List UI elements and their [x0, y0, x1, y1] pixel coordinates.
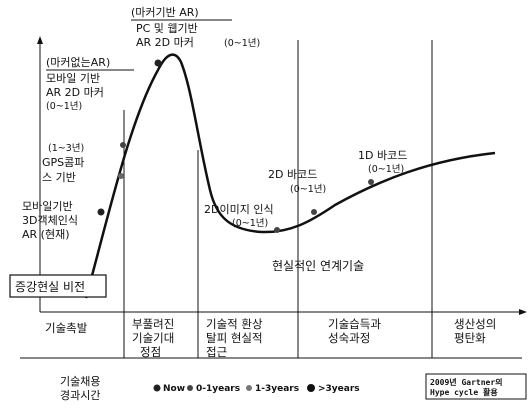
legend-0-1-icon: [187, 385, 193, 391]
barcode-2d-time: (0~1년): [290, 184, 326, 195]
ar-vision-box: [9, 274, 107, 298]
mobile-line2: 3D객체인식: [22, 214, 78, 227]
phase-1-line1: 기술촉발: [45, 321, 88, 335]
ar-vision-label: 증강현실 비전: [15, 280, 85, 294]
mobile-line3: AR (현재): [22, 228, 70, 241]
barcode-2d-label: 2D 바코드: [268, 168, 317, 181]
marker-ar-title: (마커기반 AR): [131, 6, 199, 19]
barcode-1d-point: [368, 179, 374, 185]
y-axis-arrow: [37, 36, 43, 44]
gps-line2: 스 기반: [42, 171, 76, 184]
image-recog-point: [274, 227, 280, 233]
image-recog-label: 2D이미지 인식: [204, 203, 274, 216]
phase-2-line3: 정점: [140, 345, 161, 359]
marker-ar-line1: PC 및 웹기반: [136, 22, 198, 35]
markerless-time: (0~1년): [46, 101, 82, 112]
phase-4-line2: 성숙과정: [328, 331, 370, 345]
source-line2: Hype cycle 활용: [430, 387, 498, 397]
phase-3-line1: 기술적 환상: [206, 317, 263, 331]
barcode-1d-label: 1D 바코드: [358, 149, 407, 162]
mobile-line1: 모바일기반: [22, 199, 73, 213]
mobile-3d-point: [97, 208, 105, 216]
phase-5-line1: 생산성의: [454, 317, 496, 331]
legend-3plus: >3years: [318, 384, 360, 394]
x-axis-arrow: [519, 309, 527, 315]
phase-3-line2: 탈피 현실적: [206, 331, 263, 345]
legend-0-1: 0-1years: [196, 384, 240, 394]
marker-ar-line2: AR 2D 마커: [136, 36, 194, 49]
markerless-title: (마커없는AR): [46, 56, 110, 69]
gps-time: (1~3년): [48, 143, 84, 154]
legend-1-3-icon: [246, 385, 252, 391]
phase-4-line1: 기술습득과: [328, 317, 381, 331]
realistic-tech-label: 현실적인 연계기술: [272, 259, 364, 273]
markerless-line1: 모바일 기반: [46, 71, 100, 85]
markerless-line2: AR 2D 마커: [46, 86, 104, 99]
marker-ar-point: [154, 59, 162, 67]
marker-ar-time: (0~1년): [224, 38, 260, 49]
source-box: [425, 373, 527, 400]
gps-line1: GPS콤파: [42, 156, 84, 169]
barcode-1d-time: (0~1년): [368, 164, 404, 175]
markerless-point: [120, 142, 126, 148]
gps-point: [118, 173, 124, 179]
legend-now-icon: [153, 384, 161, 392]
hype-curve: [84, 53, 496, 299]
phase-3-line3: 접근: [206, 345, 227, 359]
phase-2-line2: 기술기대: [132, 331, 174, 345]
legend-title-line2: 경과시간: [60, 389, 100, 402]
phase-5-line2: 평탄화: [454, 331, 486, 345]
source-line1: 2009년 Gartner의: [430, 377, 503, 387]
legend-now: Now: [163, 384, 185, 394]
barcode-2d-point: [311, 209, 317, 215]
legend-1-3: 1-3years: [255, 384, 299, 394]
legend-title-line1: 기술채용: [60, 375, 100, 388]
image-recog-time: (0~1년): [232, 218, 268, 229]
phase-2-line1: 부풀려진: [132, 317, 174, 331]
legend-3plus-icon: [307, 384, 315, 392]
